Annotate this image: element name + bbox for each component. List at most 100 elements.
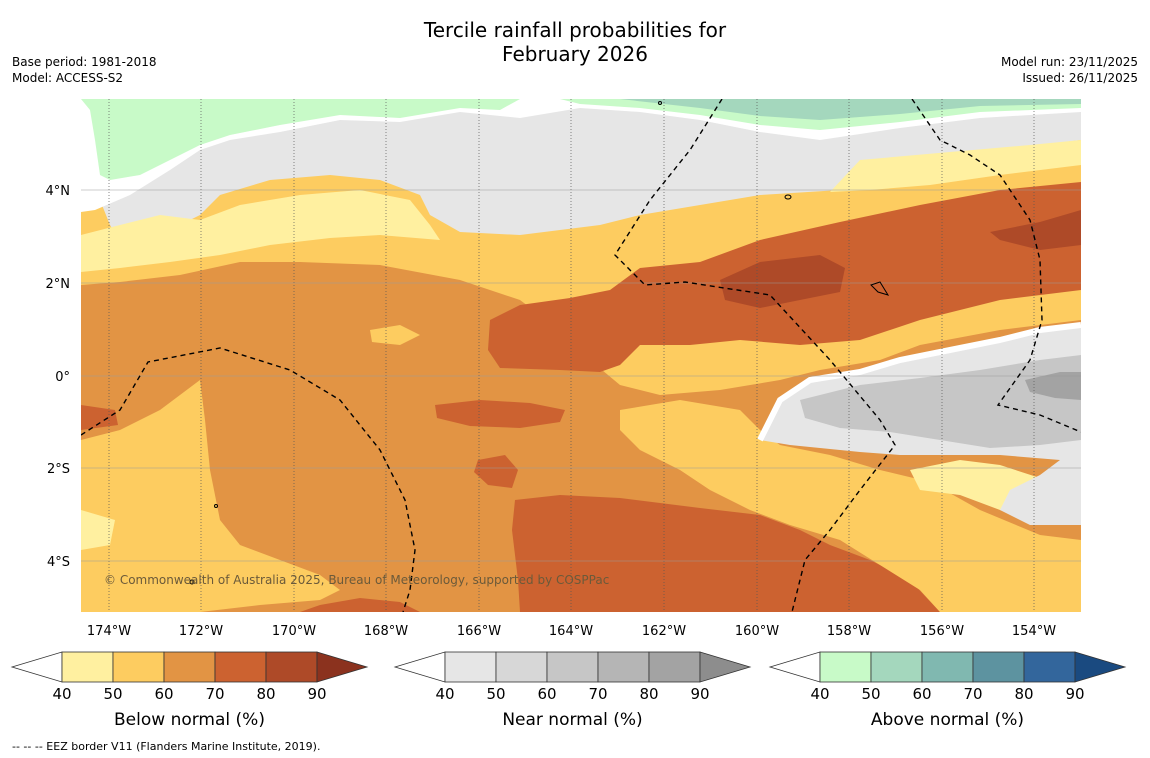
- island-2: [870, 281, 890, 296]
- legend-tick-label: 90: [1065, 685, 1084, 703]
- legend-tick-label: 50: [486, 685, 505, 703]
- lon-tick-label: 166°W: [457, 624, 501, 639]
- field-above-normal-nw: [81, 99, 520, 180]
- lat-tick-label: 2°S: [47, 462, 70, 477]
- legend-swatch: [597, 651, 650, 683]
- legend-swatch: [648, 651, 701, 683]
- legend-swatch: [921, 651, 974, 683]
- legend-swatch: [163, 651, 216, 683]
- legend-tick-label: 80: [1014, 685, 1033, 703]
- field-70-80-south: [512, 495, 940, 612]
- legend-tick-label: 70: [588, 685, 607, 703]
- legend-tick-label: 40: [52, 685, 71, 703]
- lon-tick-label: 154°W: [1012, 624, 1056, 639]
- issued-date: Issued: 26/11/2025: [1022, 71, 1138, 85]
- legend-high-extension: [1074, 651, 1127, 683]
- field-80-90-core: [720, 255, 845, 308]
- legend-swatch: [444, 651, 497, 683]
- field-40-50-north: [81, 190, 440, 272]
- probability-field: [81, 99, 1081, 612]
- chart-title: Tercile rainfall probabilities for Febru…: [0, 18, 1150, 66]
- field-80-90-east: [990, 210, 1081, 250]
- island-4: [189, 579, 195, 585]
- lon-tick-label: 160°W: [735, 624, 779, 639]
- lat-tick-label: 0°: [55, 370, 70, 385]
- legend-swatch: [61, 651, 114, 683]
- legend-swatch: [112, 651, 165, 683]
- base-period: Base period: 1981-2018: [12, 55, 157, 69]
- lon-tick-label: 172°W: [179, 624, 223, 639]
- eez-border-central: [614, 99, 896, 612]
- legend-tick-label: 70: [963, 685, 982, 703]
- field-70-80-blob2: [474, 455, 518, 488]
- legend-tick-label: 70: [205, 685, 224, 703]
- field-above-normal-n2: [620, 99, 1081, 120]
- lon-ticks: 174°W 172°W 170°W 168°W 166°W 164°W 162°W 160°W…: [87, 624, 1056, 639]
- island-5: [658, 101, 662, 105]
- island-1: [784, 194, 792, 200]
- island-3: [214, 504, 218, 508]
- lon-tick-label: 158°W: [827, 624, 871, 639]
- islands: [189, 101, 890, 585]
- field-70-80-bottom: [300, 598, 420, 612]
- field-near-normal-north: [95, 99, 1081, 255]
- legend-tick-label: 80: [256, 685, 275, 703]
- field-40-50-ne: [830, 140, 1081, 192]
- field-near-normal-se-darker: [1025, 372, 1081, 400]
- title-line-2: February 2026: [502, 42, 648, 66]
- legend-title: Above normal (%): [871, 710, 1024, 730]
- legend-swatch: [265, 651, 318, 683]
- legend-tick-label: 60: [154, 685, 173, 703]
- legend-swatch: [495, 651, 548, 683]
- legend-swatch: [1023, 651, 1076, 683]
- lon-tick-label: 170°W: [272, 624, 316, 639]
- lon-tick-label: 174°W: [87, 624, 131, 639]
- field-50-60-west: [81, 380, 340, 612]
- field-white-gap-se: [757, 322, 1081, 442]
- lat-tick-label: 2°N: [46, 277, 71, 292]
- eez-border-east: [911, 99, 1081, 433]
- model-run: Model run: 23/11/2025: [1000, 55, 1138, 69]
- legend-tick-label: 80: [639, 685, 658, 703]
- legend-swatch: [870, 651, 923, 683]
- legend-above-normal: 40 50 60 70 80 90 Above normal (%): [768, 651, 1127, 730]
- copyright-note: © Commonwealth of Australia 2025, Bureau…: [104, 573, 609, 587]
- lat-tick-label: 4°S: [47, 555, 70, 570]
- lon-tick-label: 156°W: [920, 624, 964, 639]
- legend-swatch: [214, 651, 267, 683]
- lon-tick-label: 168°W: [364, 624, 408, 639]
- legend-low-extension: [768, 651, 821, 683]
- lon-tick-label: 164°W: [549, 624, 593, 639]
- lat-ticks: 4°N 2°N 0° 2°S 4°S: [46, 184, 71, 570]
- legend-low-extension: [393, 651, 446, 683]
- legend-below-normal: 40 50 60 70 80 90 Below normal (%): [10, 651, 369, 730]
- lon-tick-label: 162°W: [642, 624, 686, 639]
- legend-tick-label: 50: [103, 685, 122, 703]
- title-line-1: Tercile rainfall probabilities for: [423, 18, 727, 42]
- legend-swatch: [546, 651, 599, 683]
- legend-tick-label: 50: [861, 685, 880, 703]
- legend-tick-label: 90: [307, 685, 326, 703]
- legend-tick-label: 60: [912, 685, 931, 703]
- legend-swatch: [819, 651, 872, 683]
- eez-borders: [81, 99, 1081, 612]
- legend-tick-label: 90: [690, 685, 709, 703]
- field-50-60-se: [620, 400, 1081, 612]
- eez-footnote: -- -- -- EEZ border V11 (Flanders Marine…: [12, 740, 321, 753]
- field-70-80-blob1: [435, 400, 565, 428]
- field-40-50-west: [81, 510, 115, 550]
- field-near-normal-se-dark: [800, 355, 1081, 448]
- meta-left: Base period: 1981-2018 Model: ACCESS-S2: [12, 54, 157, 86]
- field-50-60-blob: [370, 325, 420, 345]
- legend-low-extension: [10, 651, 63, 683]
- legend-high-extension: [699, 651, 752, 683]
- model-name: Model: ACCESS-S2: [12, 71, 124, 85]
- legend-tick-label: 40: [810, 685, 829, 703]
- legend-title: Near normal (%): [502, 710, 642, 730]
- meta-right: Model run: 23/11/2025 Issued: 26/11/2025: [1001, 54, 1138, 86]
- legend-swatch: [972, 651, 1025, 683]
- legend-near-normal: 40 50 60 70 80 90 Near normal (%): [393, 651, 752, 730]
- parallels: [81, 189, 1081, 562]
- legend-title: Below normal (%): [114, 710, 265, 730]
